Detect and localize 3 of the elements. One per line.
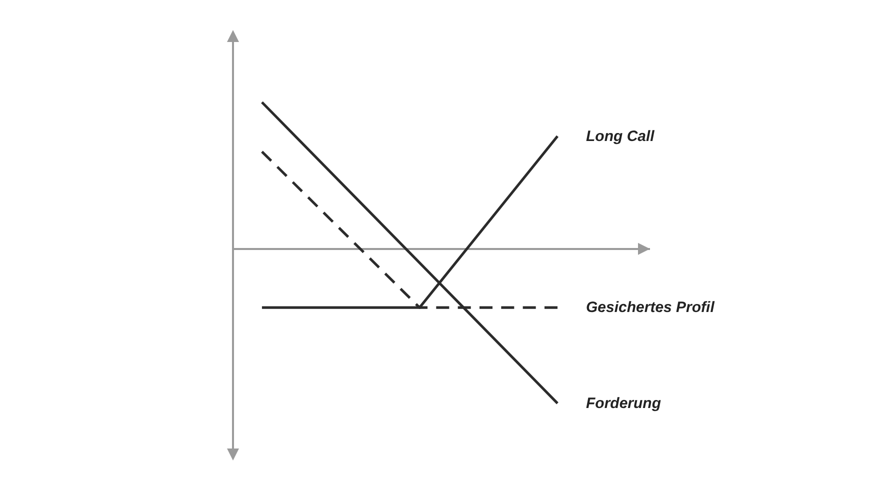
series-label: Long Call (586, 128, 656, 145)
series-label: Gesichertes Profil (586, 299, 716, 316)
series-label: Forderung (586, 395, 661, 412)
